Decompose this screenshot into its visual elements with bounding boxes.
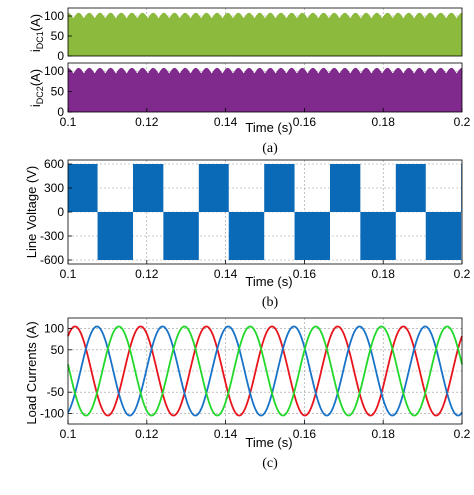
xlabel-b: Time (s) <box>245 274 292 289</box>
x-tick-label: 0.2 <box>454 267 471 281</box>
phase-current-line <box>67 325 463 417</box>
pulse-negative <box>425 212 462 260</box>
pulse-positive <box>133 164 164 212</box>
x-tick-label: 0.18 <box>372 427 396 441</box>
x-tick-label: 0.16 <box>293 115 317 129</box>
x-tick-label: 0.12 <box>135 427 159 441</box>
y-tick-label: 50 <box>51 343 65 357</box>
x-tick-label: 0.1 <box>60 267 77 281</box>
x-tick-label: 0.2 <box>454 115 471 129</box>
pulse-positive <box>330 164 361 212</box>
x-tick-label: 0.16 <box>293 427 317 441</box>
y-tick-label: 50 <box>51 85 65 99</box>
y-tick-label: -50 <box>47 385 65 399</box>
x-tick-label: 0.14 <box>214 427 238 441</box>
ylabel-idc1: iDC1(A) <box>28 14 45 52</box>
caption-a: (a) <box>262 141 278 156</box>
plot-frame <box>67 317 463 425</box>
x-tick-label: 0.14 <box>214 115 238 129</box>
ylabel-line-voltage: Line Voltage (V) <box>24 166 39 259</box>
y-tick-label: 600 <box>44 157 64 171</box>
y-tick-label: 50 <box>51 29 65 43</box>
chart-idc2: iDC2(A) Time (s) 0 50 100 0.1 0.12 0.14 0.16 0.… <box>28 62 471 135</box>
y-tick-label: -100 <box>40 406 64 420</box>
x-tick-label: 0.14 <box>214 267 238 281</box>
x-tick-label: 0.18 <box>372 267 396 281</box>
phase-current-line <box>67 325 463 417</box>
y-tick-label: 100 <box>44 64 64 78</box>
pulse-negative <box>360 212 396 260</box>
y-tick-label: -300 <box>40 229 64 243</box>
x-tick-label: 0.16 <box>293 267 317 281</box>
y-tick-label: 100 <box>44 9 64 23</box>
x-tick-label: 0.18 <box>372 115 396 129</box>
caption-b: (b) <box>262 295 279 310</box>
y-tick-label: 300 <box>44 181 64 195</box>
phase-current-line <box>67 325 463 417</box>
x-tick-label: 0.12 <box>135 115 159 129</box>
xlabel-a: Time (s) <box>245 120 292 135</box>
y-tick-label: 0 <box>57 105 64 119</box>
series-area <box>68 67 462 112</box>
plot-frame <box>67 62 463 113</box>
x-tick-label: 0.2 <box>454 427 471 441</box>
y-tick-label: 0 <box>57 49 64 63</box>
pulse-negative <box>97 212 134 260</box>
y-tick-label: 100 <box>44 322 64 336</box>
xlabel-c: Time (s) <box>245 435 292 450</box>
chart-idc1: iDC1(A) 0 50 100 <box>28 7 463 63</box>
x-tick-label: 0.1 <box>60 427 77 441</box>
y-tick-label: -600 <box>40 253 64 267</box>
pulse-positive <box>395 164 426 212</box>
pulse-positive <box>68 164 98 212</box>
y-tick-label: 0 <box>57 205 64 219</box>
pulse-negative <box>294 212 331 260</box>
pulse-negative <box>228 212 265 260</box>
plot-frame <box>67 7 463 57</box>
series-area <box>68 12 462 57</box>
x-tick-label: 0.1 <box>60 115 77 129</box>
pulse-positive <box>198 164 229 212</box>
pulse-positive <box>264 164 295 212</box>
ylabel-load-currents: Load Currents (A) <box>24 321 39 424</box>
pulse-negative <box>163 212 199 260</box>
caption-c: (c) <box>262 456 278 471</box>
ylabel-idc2: iDC2(A) <box>28 69 45 107</box>
chart-line-voltage: Line Voltage (V) Time (s) 600 300 0 -300 -60… <box>24 157 471 289</box>
x-tick-label: 0.12 <box>135 267 159 281</box>
chart-load-currents: Load Currents (A) Time (s) 100 50 -50 -100 0… <box>24 317 471 450</box>
